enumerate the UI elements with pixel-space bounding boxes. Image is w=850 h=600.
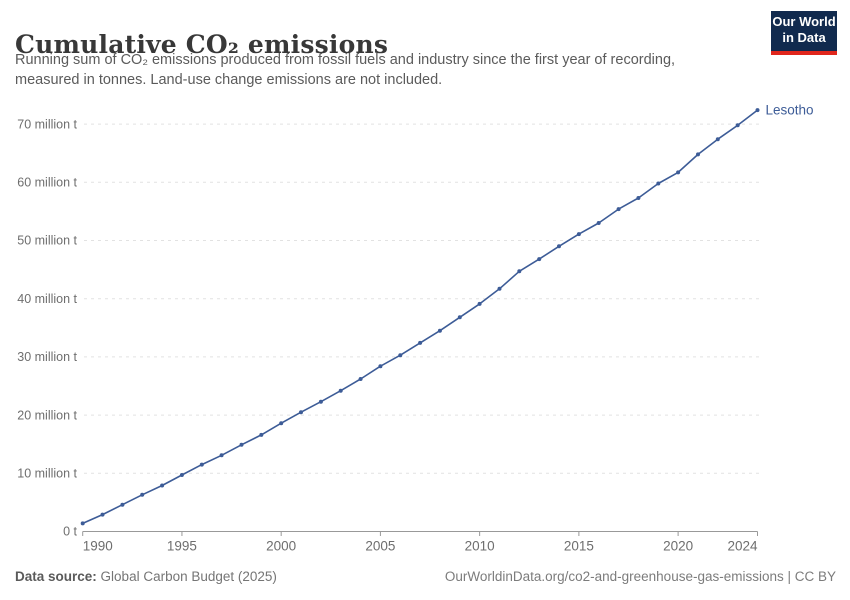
data-point[interactable] (358, 377, 363, 381)
data-point[interactable] (199, 462, 204, 467)
x-axis-tick-label: 2024 (727, 539, 758, 554)
data-point[interactable] (338, 388, 343, 393)
data-point[interactable] (656, 181, 661, 186)
chart-subtitle: Running sum of CO₂ emissions produced fr… (15, 51, 715, 90)
data-point[interactable] (537, 257, 542, 262)
y-axis-tick-label: 70 million t (17, 117, 77, 131)
data-point[interactable] (179, 473, 184, 477)
x-axis-tick-label: 2015 (564, 539, 594, 554)
subtitle-line-1: Running sum of CO₂ emissions produced fr… (15, 52, 676, 68)
x-axis-tick-label: 1990 (83, 539, 113, 554)
y-axis-tick-label: 50 million t (17, 234, 77, 248)
data-point[interactable] (120, 502, 125, 507)
y-axis-tick-label: 10 million t (17, 467, 77, 481)
data-source: Data source: Global Carbon Budget (2025) (15, 569, 277, 584)
data-point[interactable] (517, 269, 522, 274)
entity-label-lesotho[interactable]: Lesotho (766, 103, 814, 118)
data-point[interactable] (715, 137, 720, 142)
data-point[interactable] (696, 152, 700, 157)
data-point[interactable] (755, 108, 760, 113)
data-point[interactable] (318, 399, 323, 404)
data-point[interactable] (259, 432, 264, 437)
data-point[interactable] (735, 123, 740, 128)
data-point[interactable] (279, 421, 284, 426)
x-axis-tick-label: 1995 (167, 539, 197, 554)
data-point[interactable] (596, 221, 601, 225)
data-point[interactable] (160, 483, 165, 488)
data-point[interactable] (636, 196, 641, 200)
data-point[interactable] (477, 301, 482, 306)
y-axis-tick-label: 40 million t (17, 292, 77, 306)
logo-line-2: in Data (782, 30, 826, 45)
data-point[interactable] (437, 328, 442, 333)
data-point[interactable] (299, 410, 303, 415)
data-point[interactable] (497, 286, 502, 291)
data-point[interactable] (676, 170, 681, 175)
data-source-value: Global Carbon Budget (2025) (100, 569, 277, 584)
our-world-in-data-logo[interactable]: Our World in Data (771, 11, 837, 55)
data-point[interactable] (80, 521, 85, 526)
x-axis-tick-label: 2005 (365, 539, 395, 554)
data-point[interactable] (457, 315, 462, 320)
data-point[interactable] (418, 340, 423, 345)
y-axis-tick-label: 0 t (63, 525, 77, 539)
data-point[interactable] (576, 232, 581, 237)
data-point[interactable] (100, 512, 105, 517)
data-point[interactable] (616, 207, 621, 212)
y-axis-tick-label: 30 million t (17, 350, 77, 364)
x-axis-tick-label: 2010 (465, 539, 495, 554)
x-axis-tick-label: 2000 (266, 539, 296, 554)
owid-url-license[interactable]: OurWorldinData.org/co2-and-greenhouse-ga… (444, 569, 836, 584)
y-axis-tick-label: 20 million t (17, 408, 77, 422)
data-point[interactable] (398, 353, 403, 358)
data-point[interactable] (219, 453, 224, 458)
data-source-label: Data source: (15, 569, 97, 584)
x-axis-tick-label: 2020 (663, 539, 693, 554)
chart-footer: Data source: Global Carbon Budget (2025)… (15, 569, 836, 584)
data-point[interactable] (140, 492, 145, 497)
data-point[interactable] (239, 442, 244, 447)
y-axis-tick-label: 60 million t (17, 176, 77, 190)
page-title: Cumulative CO₂ emissions (15, 29, 389, 59)
data-point[interactable] (378, 364, 383, 369)
logo-line-1: Our World (772, 14, 836, 29)
emissions-line[interactable] (81, 109, 759, 525)
data-point[interactable] (557, 244, 561, 249)
subtitle-line-2: measured in tonnes. Land-use change emis… (15, 71, 443, 88)
